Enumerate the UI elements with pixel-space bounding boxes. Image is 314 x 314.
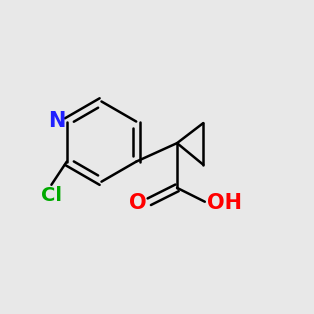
Text: N: N xyxy=(48,111,65,131)
Text: O: O xyxy=(129,193,147,213)
Text: Cl: Cl xyxy=(41,186,62,205)
Text: OH: OH xyxy=(207,193,242,213)
